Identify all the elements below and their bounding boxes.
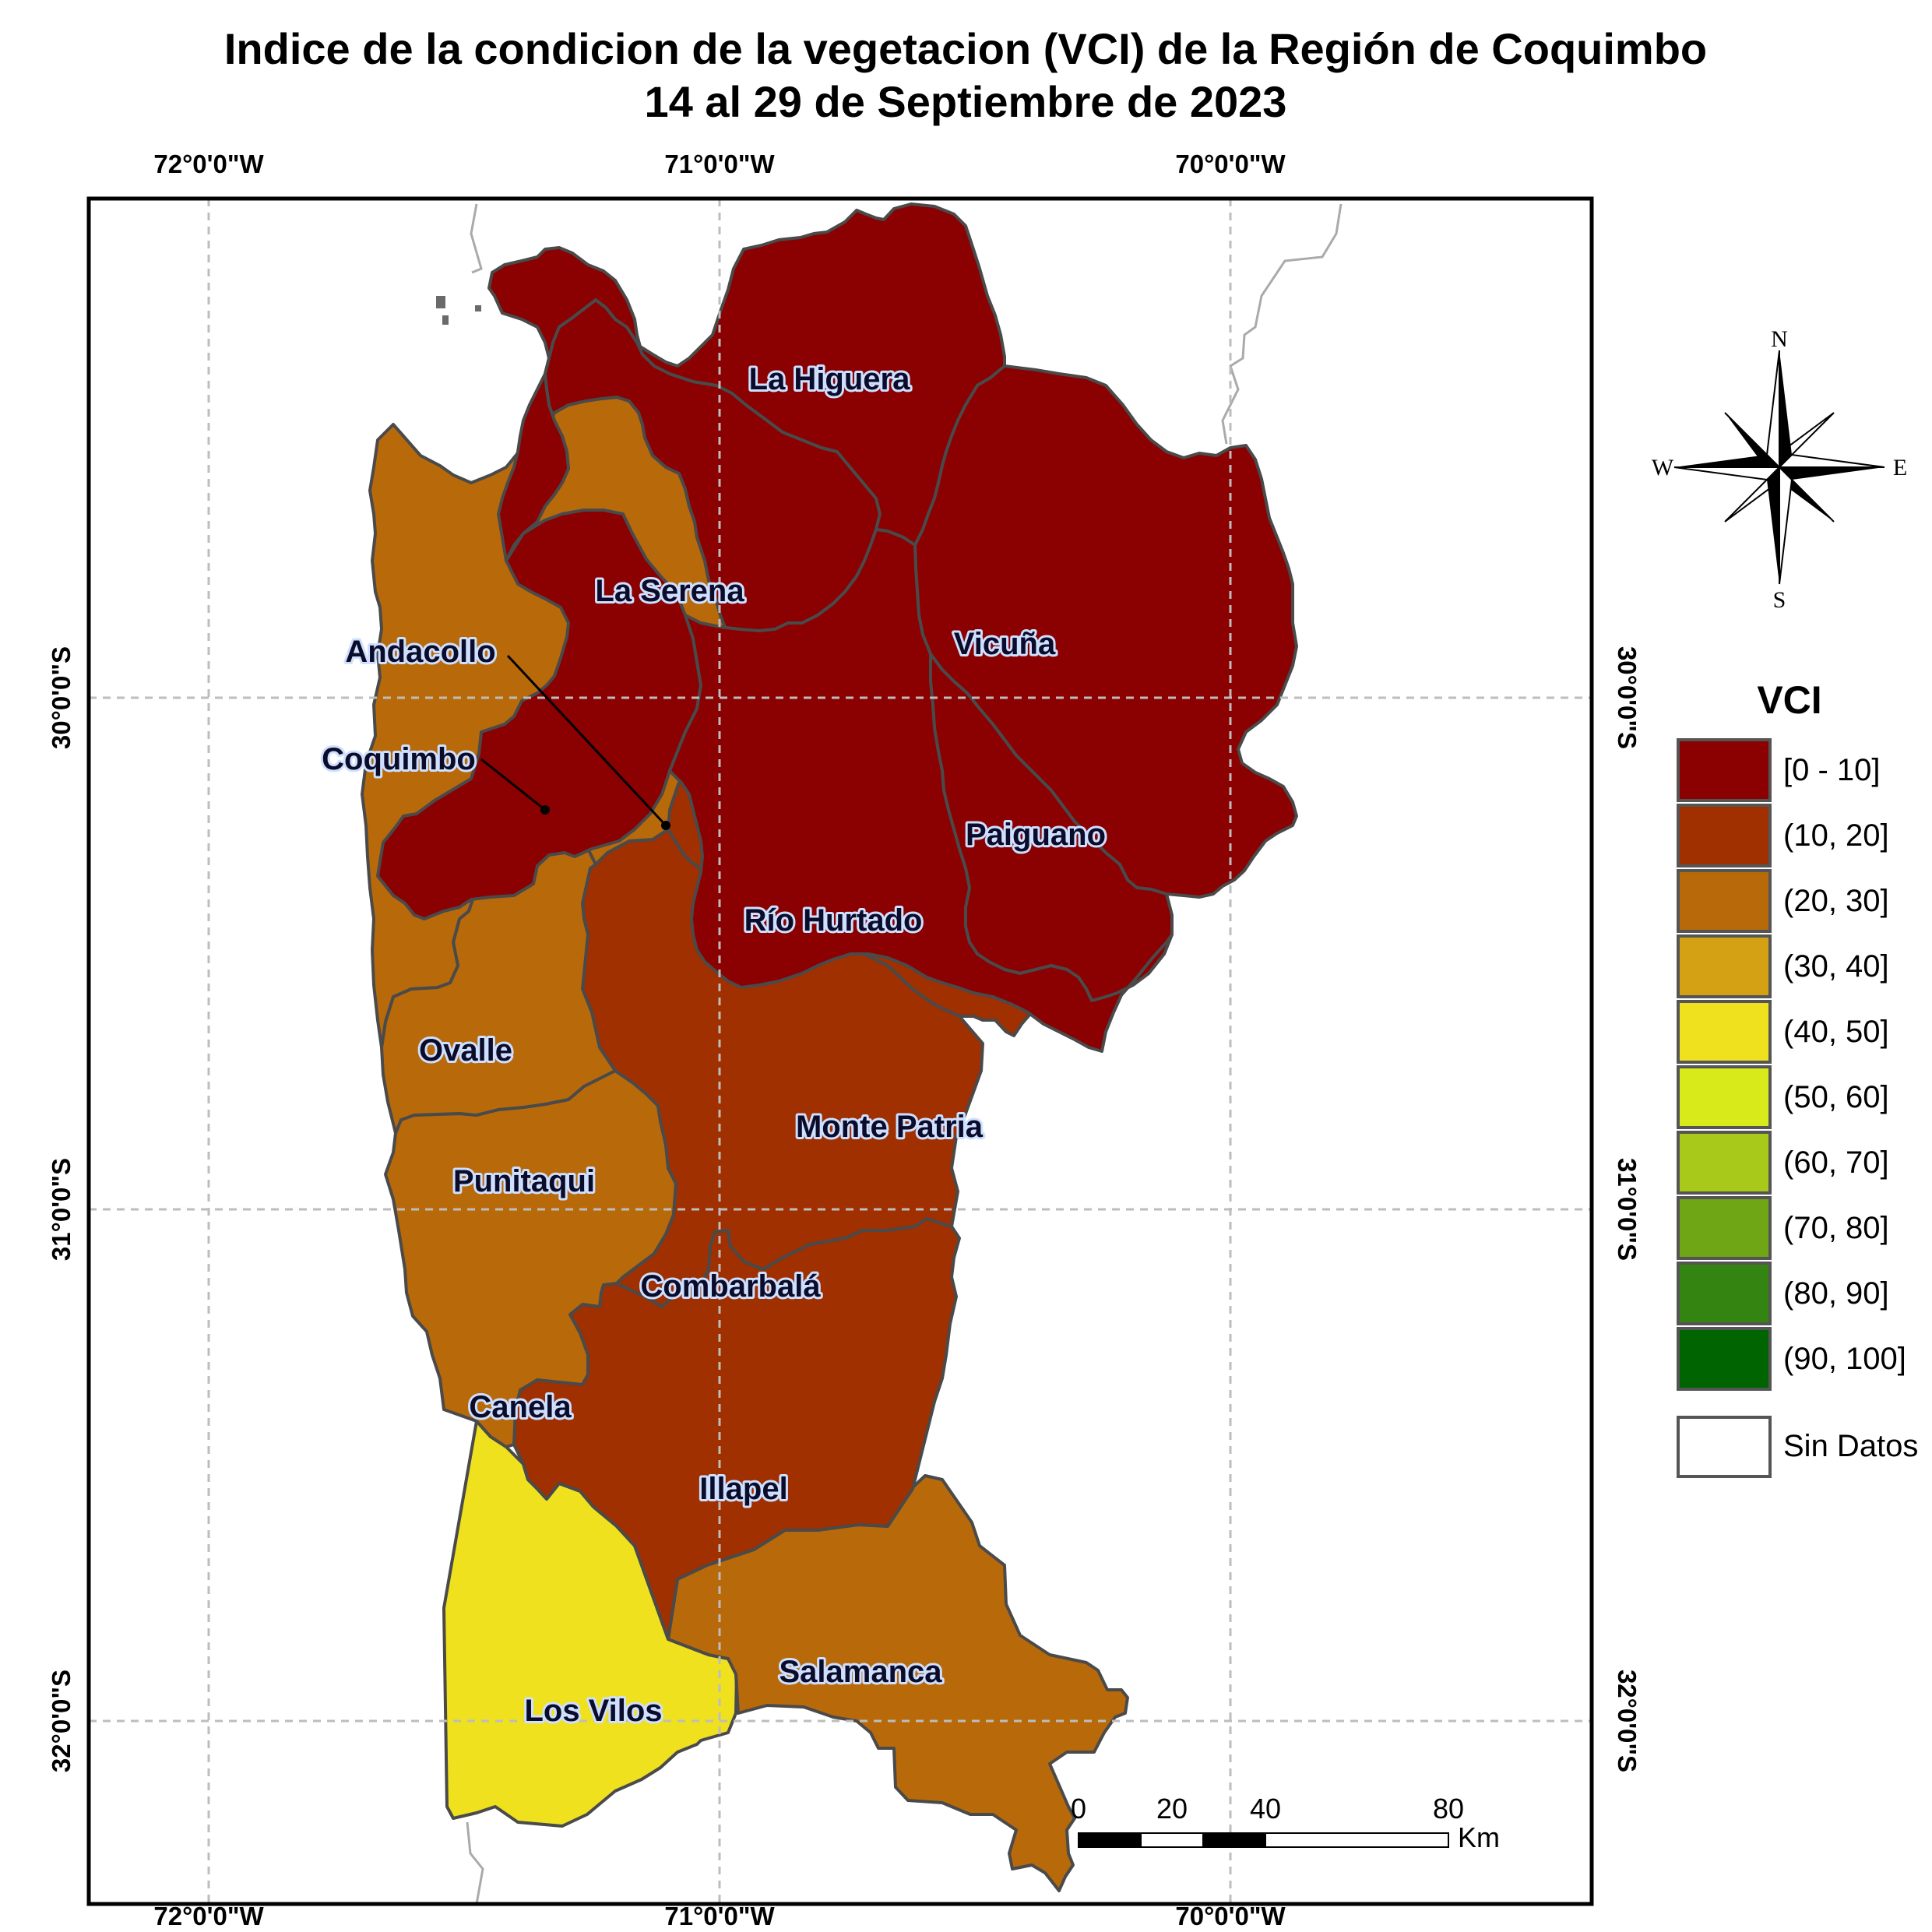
lat-label-right-30: 30°0'0"S [1613, 646, 1642, 749]
lat-label-left-30: 30°0'0"S [47, 646, 76, 749]
andacollo-point [661, 821, 670, 830]
legend-label: (30, 40] [1783, 949, 1889, 984]
legend-label: (20, 30] [1783, 884, 1889, 918]
label-punitaqui: Punitaqui [453, 1164, 595, 1198]
label-paiguano: Paiguano [966, 818, 1106, 852]
scale-tick-80: 80 [1433, 1793, 1464, 1825]
legend-swatch [1677, 1196, 1772, 1260]
lon-label-bottom-72: 72°0'0"W [153, 1902, 264, 1930]
compass-e: E [1893, 455, 1907, 480]
label-monte-patria: Monte Patria [796, 1110, 984, 1144]
legend-items: [0 - 10] (10, 20] (20, 30] (30, 40] (40, 50]… [1677, 738, 1906, 1391]
legend-label: (10, 20] [1783, 818, 1889, 853]
legend-swatch [1677, 869, 1772, 933]
coastline [466, 203, 1343, 1905]
legend-label: (50, 60] [1783, 1080, 1889, 1114]
lon-label-top-71: 71°0'0"W [664, 150, 775, 178]
legend-swatch [1677, 934, 1772, 998]
lon-label-top-70: 70°0'0"W [1175, 150, 1286, 178]
legend-label: (40, 50] [1783, 1015, 1889, 1049]
legend-label: (60, 70] [1783, 1145, 1889, 1180]
legend-swatch [1677, 1131, 1772, 1195]
map-title-line2: 14 al 29 de Septiembre de 2023 [645, 77, 1287, 126]
label-combarbala: Combarbalá [640, 1269, 821, 1304]
label-coquimbo: Coquimbo [322, 742, 476, 776]
label-la-higuera: La Higuera [749, 362, 910, 396]
lon-label-bottom-71: 71°0'0"W [664, 1902, 775, 1930]
label-la-serena: La Serena [595, 574, 744, 608]
scale-tick-0: 0 [1071, 1793, 1086, 1825]
legend: VCI [0 - 10] (10, 20] (20, 30] (30, 40] (40,… [1677, 678, 1918, 1478]
legend-nodata-label: Sin Datos [1783, 1429, 1918, 1463]
scale-unit: Km [1458, 1821, 1500, 1853]
legend-swatch [1677, 1262, 1772, 1325]
muni-labels: La Higuera La Serena Vicuña Andacollo Co… [319, 360, 1108, 1730]
lat-label-left-31: 31°0'0"S [47, 1158, 76, 1261]
municipalities [361, 202, 1298, 1892]
muni-coquimbo[interactable] [376, 509, 702, 920]
legend-swatch [1677, 1065, 1772, 1129]
compass-s: S [1773, 587, 1786, 613]
lat-label-left-32: 32°0'0"S [47, 1670, 76, 1772]
map-title-line1: Indice de la condicion de la vegetacion … [224, 24, 1707, 73]
leader-lines [480, 654, 670, 830]
legend-title: VCI [1757, 678, 1821, 722]
legend-swatch [1677, 804, 1772, 867]
muni-rio-hurtado[interactable] [668, 528, 1174, 1053]
lat-label-right-32: 32°0'0"S [1613, 1670, 1642, 1772]
compass-n: N [1771, 326, 1788, 352]
legend-label: (80, 90] [1783, 1276, 1889, 1311]
lon-label-top-72: 72°0'0"W [153, 150, 264, 178]
compass-cardinal-points [1673, 350, 1885, 585]
compass-w: W [1652, 455, 1674, 480]
compass-rose: N S E W [1652, 326, 1907, 613]
label-salamanca: Salamanca [779, 1655, 942, 1689]
legend-label: (70, 80] [1783, 1211, 1889, 1245]
graticule [89, 199, 1592, 1904]
label-ovalle: Ovalle [419, 1033, 512, 1068]
label-canela: Canela [469, 1390, 572, 1424]
muni-salamanca[interactable] [667, 1474, 1129, 1892]
scale-bar: 0 20 40 80 Km [1071, 1793, 1500, 1853]
label-illapel: Illapel [699, 1472, 787, 1506]
label-andacollo: Andacollo [345, 635, 495, 669]
coquimbo-point [540, 805, 550, 815]
label-vicuna: Vicuña [954, 627, 1056, 661]
scale-tick-20: 20 [1156, 1793, 1188, 1825]
lon-label-bottom-70: 70°0'0"W [1175, 1902, 1286, 1930]
legend-swatch [1677, 738, 1772, 802]
label-rio-hurtado: Río Hurtado [744, 903, 923, 938]
scale-tick-40: 40 [1250, 1793, 1281, 1825]
legend-swatch [1677, 1000, 1772, 1064]
map-frame [86, 196, 1594, 1906]
legend-swatch [1677, 1327, 1772, 1391]
legend-nodata-swatch [1677, 1416, 1772, 1478]
legend-label: [0 - 10] [1783, 753, 1881, 787]
legend-label: (90, 100] [1783, 1342, 1906, 1376]
coord-labels: 72°0'0"W 71°0'0"W 70°0'0"W 72°0'0"W 71°0… [47, 150, 1642, 1930]
label-los-vilos: Los Vilos [524, 1694, 662, 1728]
lat-label-right-31: 31°0'0"S [1613, 1158, 1642, 1261]
